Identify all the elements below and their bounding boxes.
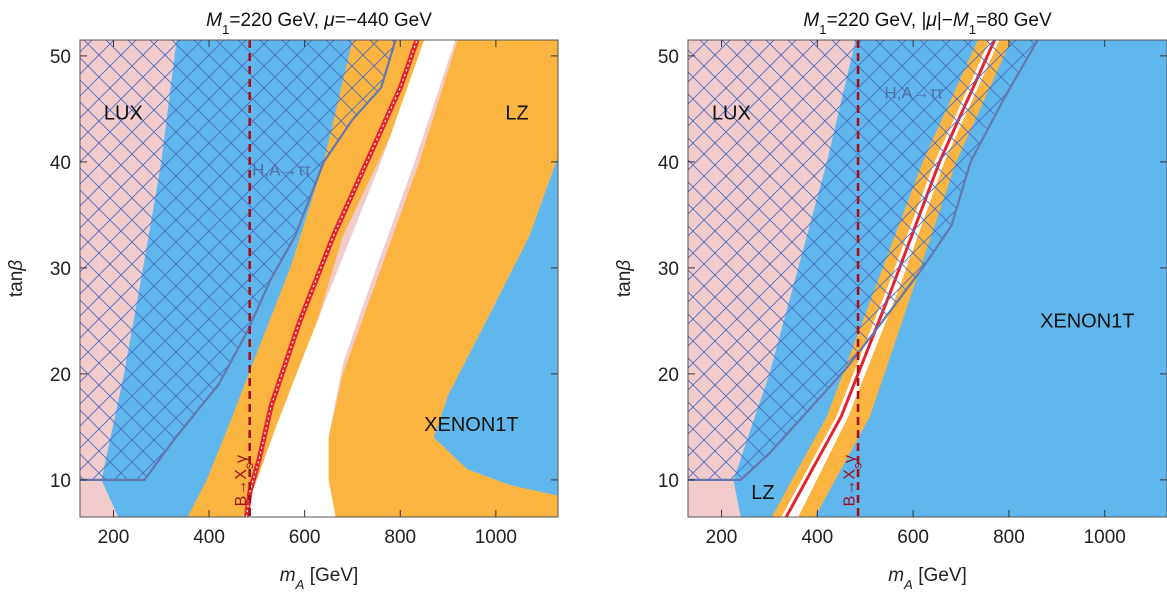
- y-tick-label: 30: [50, 259, 71, 280]
- x-axis-label-part: m: [280, 565, 296, 586]
- tau-label: H,A→ττ: [884, 83, 943, 102]
- bsgamma-label-main: B→X: [233, 469, 250, 507]
- tau-label: H,A→ττ: [252, 161, 311, 180]
- plot-area: [688, 40, 1167, 517]
- y-tick-label: 40: [658, 153, 679, 174]
- lz-label: LZ: [505, 103, 528, 125]
- bsgamma-label-tail: γ: [233, 455, 250, 463]
- x-tick-label: 600: [289, 527, 321, 548]
- chart-title: M1=220 GeV, μ=−440 GeV: [206, 10, 432, 37]
- chart-title-part: 1: [969, 22, 976, 37]
- xenon1t-label: XENON1T: [1040, 310, 1134, 332]
- bsgamma-label-main: B→X: [841, 469, 858, 507]
- x-axis-label-part: A: [903, 577, 913, 592]
- y-tick-label: 50: [50, 47, 71, 68]
- x-axis-label-part: m: [888, 565, 904, 586]
- x-tick-label: 800: [384, 527, 416, 548]
- x-axis-label-part: [GeV]: [304, 565, 358, 586]
- chart-title-part: M: [803, 10, 819, 31]
- y-axis-label-part: tan: [6, 271, 27, 297]
- y-tick-label: 50: [658, 47, 679, 68]
- x-tick-label: 1000: [1084, 527, 1126, 548]
- chart-title-part: =80 GeV: [976, 10, 1052, 31]
- y-tick-label: 20: [658, 365, 679, 386]
- chart-title-part: =220 GeV,: [229, 10, 324, 31]
- lux-label: LUX: [712, 103, 751, 125]
- chart-title-part: =−440 GeV: [335, 10, 433, 31]
- x-axis-label: mA [GeV]: [280, 565, 359, 592]
- left-panel: 200 400 600 800 1000 10 20 30 40 50 M1=220 GeV, μ=…: [6, 10, 558, 592]
- x-axis-label-part: [GeV]: [913, 565, 967, 586]
- x-tick-label: 200: [706, 527, 738, 548]
- chart-title: M1=220 GeV, |μ|−M1=80 GeV: [803, 10, 1052, 37]
- x-tick-label: 400: [193, 527, 225, 548]
- y-tick-label: 20: [50, 365, 71, 386]
- x-tick-label: 1000: [475, 527, 517, 548]
- chart-title-part: M: [206, 10, 222, 31]
- y-tick-label: 40: [50, 153, 71, 174]
- chart-title-part: M: [953, 10, 969, 31]
- y-axis-label-part: tan: [614, 271, 635, 297]
- x-tick-label: 800: [993, 527, 1025, 548]
- y-axis-label-part: β: [614, 260, 635, 272]
- x-axis-label-part: A: [295, 577, 305, 592]
- bsgamma-label-tail: γ: [841, 455, 858, 463]
- chart-title-part: μ: [925, 10, 937, 31]
- xenon1t-label: XENON1T: [424, 414, 518, 436]
- chart-title-part: μ: [323, 10, 335, 31]
- x-tick-label: 200: [98, 527, 130, 548]
- y-tick-label: 10: [50, 471, 71, 492]
- chart-title-part: 1: [222, 22, 229, 37]
- x-tick-label: 400: [801, 527, 833, 548]
- y-axis-label: tanβ: [6, 260, 27, 297]
- y-tick-label: 30: [658, 259, 679, 280]
- lz-label: LZ: [751, 482, 774, 504]
- y-axis-label: tanβ: [614, 260, 635, 297]
- lux-label: LUX: [104, 103, 143, 125]
- plot-area: [80, 40, 558, 517]
- y-tick-label: 10: [658, 471, 679, 492]
- chart-title-part: 1: [819, 22, 826, 37]
- x-tick-label: 600: [897, 527, 929, 548]
- chart-title-part: =220 GeV, |: [827, 10, 927, 31]
- chart-title-part: |−: [937, 10, 953, 31]
- y-axis-label-part: β: [6, 260, 27, 272]
- x-axis-label: mA [GeV]: [888, 565, 967, 592]
